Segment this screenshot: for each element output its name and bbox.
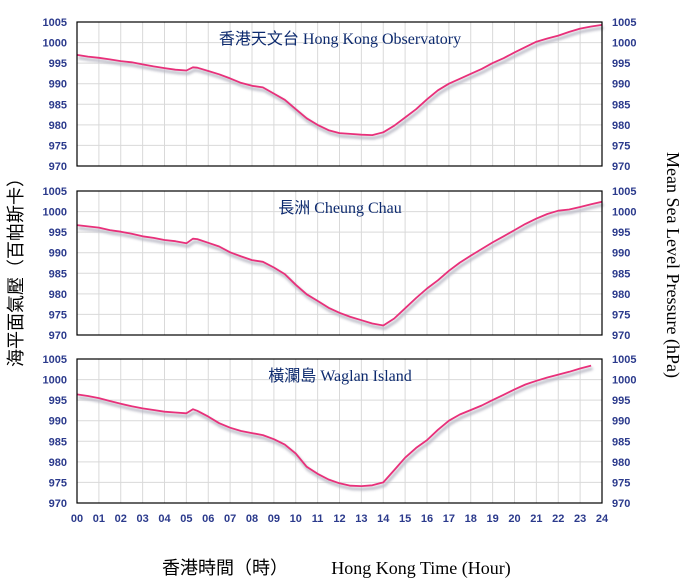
y-tick-label-left: 995 [49, 227, 67, 239]
y-tick-label-right: 970 [612, 330, 630, 342]
x-tick-label: 13 [355, 513, 367, 525]
y-tick-label-left: 995 [49, 395, 67, 407]
y-tick-label-right: 1000 [612, 207, 636, 219]
y-tick-label-right: 975 [612, 477, 630, 489]
y-tick-label-left: 975 [49, 309, 67, 321]
x-axis-label-en: Hong Kong Time (Hour) [331, 558, 511, 579]
y-tick-label-left: 990 [49, 79, 67, 91]
y-tick-label-right: 975 [612, 140, 630, 152]
y-tick-label-left: 985 [49, 99, 67, 111]
chart-panels: 970 970 975 975 980 980 985 985 990 990 995 995 1000… [43, 17, 637, 510]
pressure-series-line [76, 200, 603, 327]
x-tick-label: 10 [290, 513, 302, 525]
y-tick-label-right: 1005 [612, 17, 636, 29]
y-axis-left-label: 海平面氣壓（百帕斯卡） [6, 169, 26, 367]
x-tick-label: 15 [399, 513, 411, 525]
y-tick-label-right: 995 [612, 227, 630, 239]
x-tick-label: 11 [312, 513, 324, 525]
y-tick-label-left: 1000 [43, 207, 67, 219]
series-shadow [78, 367, 593, 491]
y-tick-label-left: 990 [49, 416, 67, 428]
pressure-series-line [76, 364, 592, 488]
x-tick-label: 06 [202, 513, 214, 525]
panel-frame [76, 190, 603, 336]
x-tick-label: 04 [158, 513, 171, 525]
y-tick-label-right: 1005 [612, 354, 636, 366]
panel-2: 970 970 975 975 980 980 985 985 990 990 995 995 1000… [43, 186, 637, 342]
x-tick-label: 14 [377, 513, 390, 525]
x-tick-label: 09 [268, 513, 280, 525]
x-tick-label: 19 [487, 513, 499, 525]
panel-title: 長洲 Cheung Chau [278, 199, 402, 217]
panel-frame [76, 21, 603, 167]
y-tick-label-left: 1000 [43, 38, 67, 50]
y-tick-label-right: 975 [612, 309, 630, 321]
y-tick-label-right: 970 [612, 161, 630, 173]
x-tick-label: 07 [224, 513, 236, 525]
x-tick-label: 00 [71, 513, 83, 525]
y-tick-label-right: 995 [612, 58, 630, 70]
x-tick-label: 23 [574, 513, 586, 525]
x-tick-label: 02 [115, 513, 127, 525]
y-tick-label-left: 995 [49, 58, 67, 70]
x-tick-label: 21 [530, 513, 542, 525]
x-tick-label: 12 [333, 513, 345, 525]
y-tick-label-left: 970 [49, 161, 67, 173]
y-tick-label-left: 1005 [43, 186, 67, 198]
y-tick-label-left: 980 [49, 289, 67, 301]
y-tick-label-left: 990 [49, 248, 67, 260]
y-tick-label-right: 980 [612, 120, 630, 132]
x-tick-label: 05 [180, 513, 192, 525]
y-tick-label-right: 985 [612, 268, 630, 280]
pressure-series-line [76, 24, 603, 137]
y-tick-label-right: 995 [612, 395, 630, 407]
y-tick-label-left: 985 [49, 436, 67, 448]
y-tick-label-left: 970 [49, 498, 67, 510]
y-tick-label-right: 990 [612, 79, 630, 91]
y-tick-label-left: 980 [49, 120, 67, 132]
x-tick-label: 24 [596, 513, 609, 525]
x-tick-label: 08 [246, 513, 258, 525]
x-axis-label-zh: 香港時間（時） [162, 558, 288, 578]
x-tick-label: 20 [508, 513, 520, 525]
panel-title: 橫瀾島 Waglan Island [268, 367, 412, 385]
y-tick-label-right: 990 [612, 248, 630, 260]
y-tick-label-left: 1000 [43, 375, 67, 387]
y-tick-label-right: 990 [612, 416, 630, 428]
x-tick-label: 03 [137, 513, 149, 525]
x-axis-ticks: 00 01 02 03 04 05 06 07 08 09 10 11 12 13 14 15 16 17 18 19… [71, 513, 609, 525]
y-tick-label-right: 970 [612, 498, 630, 510]
y-tick-label-right: 1000 [612, 375, 636, 387]
x-tick-label: 18 [465, 513, 477, 525]
x-tick-label: 01 [93, 513, 105, 525]
y-tick-label-left: 975 [49, 140, 67, 152]
x-tick-label: 17 [443, 513, 455, 525]
y-tick-label-left: 970 [49, 330, 67, 342]
panel-title: 香港天文台 Hong Kong Observatory [219, 30, 461, 48]
y-tick-label-right: 985 [612, 436, 630, 448]
x-tick-label: 22 [552, 513, 564, 525]
y-tick-label-right: 985 [612, 99, 630, 111]
y-tick-label-left: 980 [49, 457, 67, 469]
y-tick-label-left: 985 [49, 268, 67, 280]
y-tick-label-left: 1005 [43, 17, 67, 29]
panel-frame [76, 358, 603, 504]
y-tick-label-right: 980 [612, 457, 630, 469]
x-tick-label: 16 [421, 513, 433, 525]
series-shadow [78, 26, 604, 140]
y-tick-label-right: 1005 [612, 186, 636, 198]
y-tick-label-right: 980 [612, 289, 630, 301]
y-tick-label-left: 1005 [43, 354, 67, 366]
panel-1: 970 970 975 975 980 980 985 985 990 990 995 995 1000… [43, 17, 637, 173]
y-tick-label-left: 975 [49, 477, 67, 489]
panel-3: 970 970 975 975 980 980 985 985 990 990 995 995 1000… [43, 354, 637, 510]
y-tick-label-right: 1000 [612, 38, 636, 50]
y-axis-right-label: Mean Sea Level Pressure (hPa) [662, 152, 683, 378]
series-shadow [78, 203, 604, 330]
